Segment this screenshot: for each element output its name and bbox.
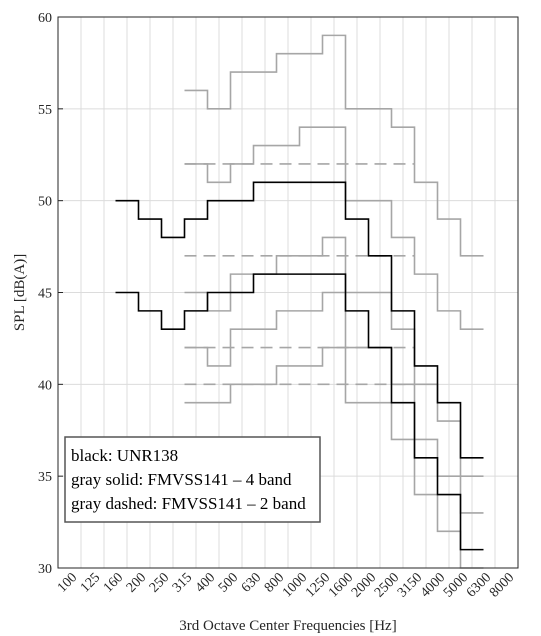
legend-line-gray-dashed: gray dashed: FMVSS141 – 2 band — [71, 494, 306, 513]
x-tick-label: 125 — [78, 570, 103, 595]
series-line-black-solid — [116, 182, 484, 458]
x-tick-label: 3150 — [395, 570, 425, 600]
y-axis-label: SPL [dB(A)] — [12, 254, 28, 331]
x-tick-label: 400 — [193, 570, 218, 595]
y-tick-label: 50 — [38, 195, 52, 210]
x-tick-label: 2500 — [372, 570, 402, 600]
y-tick-label: 45 — [38, 287, 52, 302]
y-axis-ticks: 30 35 40 45 50 55 60 — [38, 11, 63, 577]
y-tick-label: 60 — [38, 11, 52, 26]
x-tick-label: 315 — [170, 570, 195, 595]
legend-line-black: black: UNR138 — [71, 446, 178, 465]
x-tick-label: 4000 — [418, 570, 448, 600]
x-tick-label: 1000 — [280, 570, 310, 600]
x-tick-label: 6300 — [464, 570, 494, 600]
y-tick-label: 55 — [38, 103, 52, 118]
y-tick-label: 30 — [38, 562, 52, 577]
x-axis-ticks: 1001251602002503154005006308001000125016… — [55, 570, 517, 600]
x-tick-label: 1250 — [303, 570, 333, 600]
y-tick-label: 35 — [38, 470, 52, 485]
x-tick-label: 160 — [101, 570, 126, 595]
x-tick-label: 5000 — [441, 570, 471, 600]
x-tick-label: 250 — [147, 570, 172, 595]
x-axis-label: 3rd Octave Center Frequencies [Hz] — [179, 618, 396, 634]
x-tick-label: 2000 — [349, 570, 379, 600]
x-tick-label: 200 — [124, 570, 149, 595]
legend-line-gray-solid: gray solid: FMVSS141 – 4 band — [71, 470, 292, 489]
x-tick-label: 100 — [55, 570, 80, 595]
x-tick-label: 8000 — [487, 570, 517, 600]
y-tick-label: 40 — [38, 378, 52, 393]
x-tick-label: 500 — [216, 570, 241, 595]
x-tick-label: 630 — [239, 570, 264, 595]
x-tick-label: 1600 — [326, 570, 356, 600]
legend: black: UNR138 gray solid: FMVSS141 – 4 b… — [65, 437, 320, 522]
